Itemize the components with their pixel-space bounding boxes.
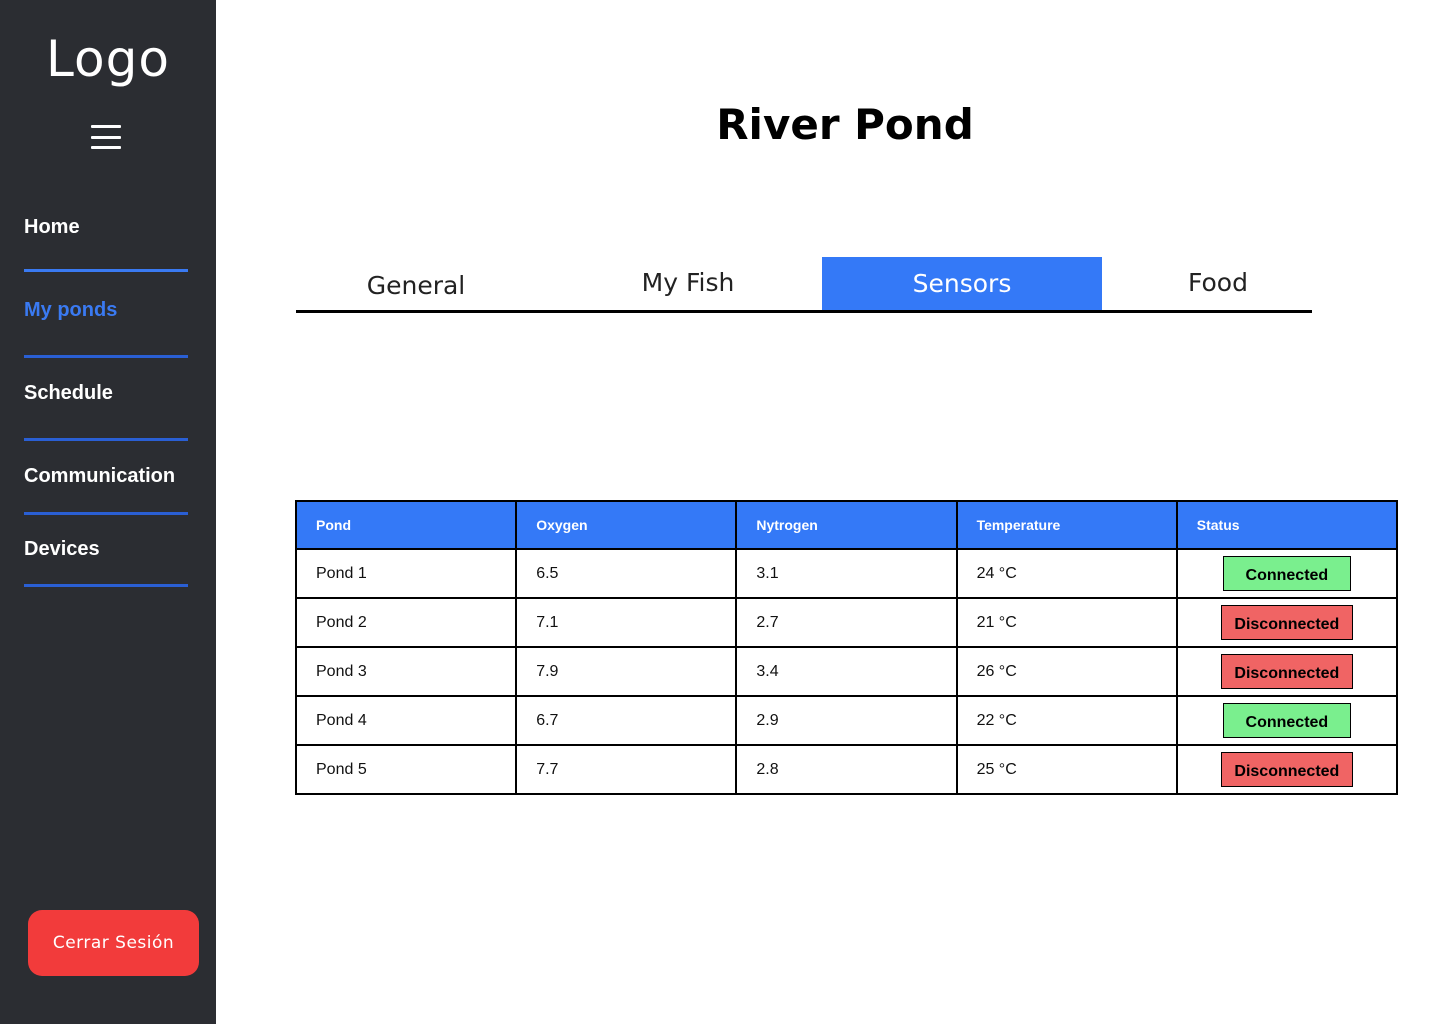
sidebar-divider bbox=[24, 584, 188, 587]
pond-cell: Pond 1 bbox=[294, 548, 518, 599]
pond-cell: Pond 2 bbox=[294, 597, 518, 648]
oxygen-cell: 7.7 bbox=[515, 744, 738, 795]
temperature-cell: 21 °C bbox=[955, 597, 1178, 648]
table-row: Pond 1 6.5 3.1 24 °C Connected bbox=[294, 548, 1399, 599]
sidebar-item-home[interactable]: Home bbox=[24, 216, 80, 238]
temperature-cell: 26 °C bbox=[955, 646, 1178, 697]
temperature-cell: 22 °C bbox=[955, 695, 1178, 746]
tab-sensors[interactable]: Sensors bbox=[822, 257, 1102, 310]
nitrogen-cell: 2.9 bbox=[735, 695, 958, 746]
pond-cell: Pond 4 bbox=[294, 695, 518, 746]
sidebar-divider bbox=[24, 438, 188, 441]
pond-cell: Pond 5 bbox=[294, 744, 518, 795]
tab-bar: General My Fish Sensors Food bbox=[296, 257, 1312, 313]
nitrogen-cell: 2.8 bbox=[735, 744, 958, 795]
table-header-row: Pond Oxygen Nytrogen Temperature Status bbox=[294, 500, 1399, 550]
sensors-table: Pond Oxygen Nytrogen Temperature Status … bbox=[294, 500, 1399, 795]
column-header-pond: Pond bbox=[294, 500, 518, 550]
logout-button[interactable]: Cerrar Sesión bbox=[28, 910, 199, 976]
column-header-nitrogen: Nytrogen bbox=[735, 500, 958, 550]
sidebar-item-schedule[interactable]: Schedule bbox=[24, 382, 113, 404]
status-cell: Disconnected bbox=[1175, 597, 1399, 648]
column-header-status: Status bbox=[1175, 500, 1399, 550]
sensors-table-container: Pond Oxygen Nytrogen Temperature Status … bbox=[294, 500, 1399, 795]
column-header-temperature: Temperature bbox=[955, 500, 1178, 550]
status-cell: Connected bbox=[1175, 695, 1399, 746]
status-badge: Disconnected bbox=[1220, 654, 1353, 689]
status-badge: Connected bbox=[1222, 703, 1351, 738]
oxygen-cell: 7.1 bbox=[515, 597, 738, 648]
table-row: Pond 2 7.1 2.7 21 °C Disconnected bbox=[294, 597, 1399, 648]
temperature-cell: 24 °C bbox=[955, 548, 1178, 599]
sidebar-divider bbox=[24, 269, 188, 272]
status-cell: Disconnected bbox=[1175, 646, 1399, 697]
status-badge: Disconnected bbox=[1220, 752, 1353, 787]
nitrogen-cell: 3.1 bbox=[735, 548, 958, 599]
pond-cell: Pond 3 bbox=[294, 646, 518, 697]
page-title: River Pond bbox=[716, 100, 974, 149]
hamburger-menu-icon[interactable] bbox=[91, 125, 121, 149]
sidebar: Logo Home My ponds Schedule Communicatio… bbox=[0, 0, 216, 1024]
status-cell: Connected bbox=[1175, 548, 1399, 599]
tab-my-fish[interactable]: My Fish bbox=[641, 268, 735, 297]
sidebar-divider bbox=[24, 512, 188, 515]
status-badge: Connected bbox=[1222, 556, 1351, 591]
tab-general[interactable]: General bbox=[366, 271, 466, 300]
temperature-cell: 25 °C bbox=[955, 744, 1178, 795]
sidebar-divider bbox=[24, 355, 188, 358]
tab-food[interactable]: Food bbox=[1188, 268, 1248, 297]
status-badge: Disconnected bbox=[1220, 605, 1353, 640]
oxygen-cell: 6.7 bbox=[515, 695, 738, 746]
column-header-oxygen: Oxygen bbox=[515, 500, 738, 550]
table-row: Pond 3 7.9 3.4 26 °C Disconnected bbox=[294, 646, 1399, 697]
oxygen-cell: 7.9 bbox=[515, 646, 738, 697]
nitrogen-cell: 2.7 bbox=[735, 597, 958, 648]
table-row: Pond 4 6.7 2.9 22 °C Connected bbox=[294, 695, 1399, 746]
sidebar-item-communication[interactable]: Communication bbox=[24, 465, 176, 487]
table-row: Pond 5 7.7 2.8 25 °C Disconnected bbox=[294, 744, 1399, 795]
logo: Logo bbox=[46, 30, 170, 88]
sidebar-item-devices[interactable]: Devices bbox=[24, 538, 100, 560]
nitrogen-cell: 3.4 bbox=[735, 646, 958, 697]
sidebar-item-my-ponds[interactable]: My ponds bbox=[24, 299, 118, 321]
status-cell: Disconnected bbox=[1175, 744, 1399, 795]
oxygen-cell: 6.5 bbox=[515, 548, 738, 599]
